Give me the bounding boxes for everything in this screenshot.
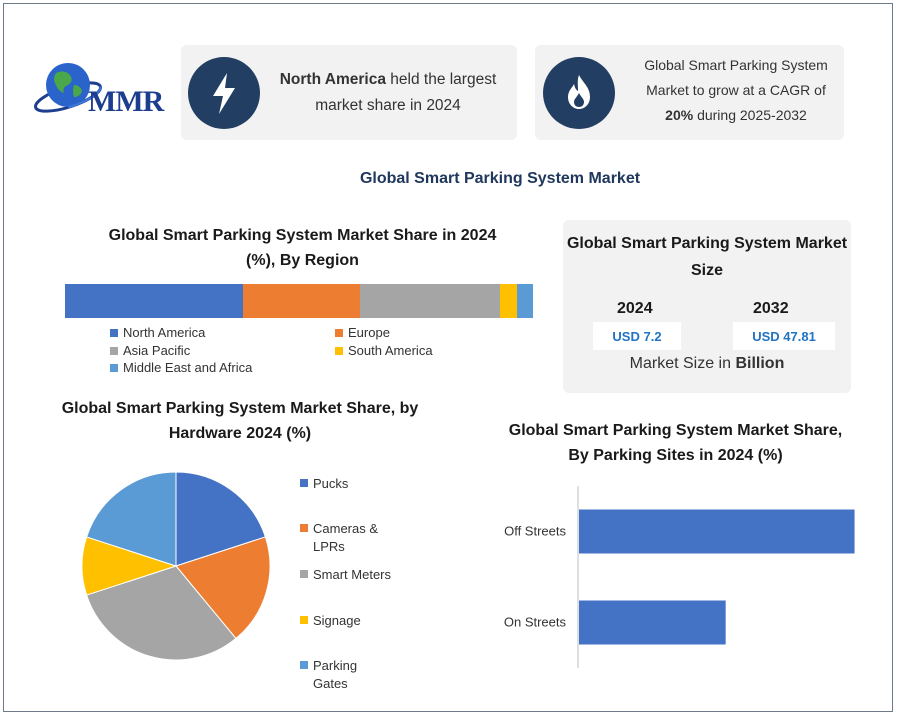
mmr-logo: MMR [28, 55, 168, 125]
legend-label: Asia Pacific [123, 343, 191, 358]
pie-slice-parking-gates [85, 471, 177, 567]
legend-label: Middle East and Africa [123, 360, 253, 375]
region-segment-asia-pacific [359, 284, 501, 318]
legend-swatch [300, 661, 308, 669]
cagr-highlight-card: Global Smart Parking System Market to gr… [535, 45, 844, 140]
hardware-legend-signage: Signage [300, 612, 393, 630]
legend-swatch [335, 328, 343, 337]
bar-on-streets [579, 600, 726, 645]
market-size-unit: Market Size in Billion [629, 355, 785, 372]
pie-slice-smart-meters [85, 565, 237, 661]
region-legend-middle-east-and-africa: Middle East and Africa [110, 360, 252, 375]
legend-swatch [110, 346, 118, 355]
region-highlight-card: North America held the largest market sh… [181, 45, 517, 140]
region-segment-middle-east-and-africa [516, 284, 533, 318]
region-chart-title: Global Smart Parking System Market Share… [108, 227, 497, 269]
cagr-highlight-text: Global Smart Parking System Market to gr… [644, 57, 828, 123]
legend-swatch [110, 328, 118, 337]
legend-label: Cameras & LPRs [313, 521, 379, 554]
pie-slice-cameras-and-lprs [175, 536, 271, 640]
legend-swatch [300, 616, 308, 624]
main-title: Global Smart Parking System Market [359, 170, 641, 187]
market-size-card: Global Smart Parking System Market Size … [563, 220, 851, 393]
hardware-chart-title: Global Smart Parking System Market Share… [61, 400, 419, 442]
legend-label: Signage [313, 613, 361, 628]
parking-sites-chart-title: Global Smart Parking System Market Share… [508, 422, 843, 464]
legend-swatch [300, 524, 308, 532]
region-legend-north-america: North America [110, 325, 205, 340]
hardware-legend-parking-gates: Parking Gates [300, 657, 393, 693]
logo-text: MMR [88, 85, 164, 118]
hardware-legend-smart-meters: Smart Meters [300, 566, 393, 584]
legend-swatch [335, 346, 343, 355]
flame-icon [543, 57, 615, 129]
lightning-icon [188, 57, 260, 129]
legend-label: Smart Meters [313, 567, 392, 582]
region-legend-south-america: South America [335, 343, 433, 358]
value-2032: USD 47.81 [733, 322, 835, 350]
value-2024: USD 7.2 [593, 322, 681, 350]
region-stacked-bar [65, 284, 533, 318]
globe-icon [34, 63, 102, 113]
legend-swatch [300, 570, 308, 578]
legend-label: Parking Gates [313, 658, 358, 691]
region-segment-europe [242, 284, 360, 318]
parking-sites-bar-chart: Off Streets On Streets [504, 486, 855, 668]
bar-label-on-streets: On Streets [504, 615, 567, 630]
hardware-legend-cameras-and-lprs: Cameras & LPRs [300, 520, 393, 556]
legend-label: South America [348, 343, 433, 358]
bar-off-streets [579, 509, 855, 554]
legend-label: Europe [348, 325, 390, 340]
region-legend-asia-pacific: Asia Pacific [110, 343, 190, 358]
legend-label: Pucks [313, 476, 349, 491]
region-legend-europe: Europe [335, 325, 390, 340]
year-2024-label: 2024 [617, 300, 653, 317]
region-segment-south-america [500, 284, 517, 318]
pie-slice-pucks [175, 471, 267, 567]
legend-label: North America [123, 325, 206, 340]
region-segment-north-america [65, 284, 243, 318]
region-highlight-text: North America held the largest market sh… [279, 71, 497, 114]
hardware-legend-pucks: Pucks [300, 475, 393, 493]
hardware-pie-chart [81, 471, 271, 661]
legend-swatch [300, 479, 308, 487]
bar-label-off-streets: Off Streets [504, 524, 566, 539]
market-size-title: Global Smart Parking System Market Size [566, 235, 848, 279]
legend-swatch [110, 363, 118, 372]
year-2032-label: 2032 [753, 300, 789, 317]
